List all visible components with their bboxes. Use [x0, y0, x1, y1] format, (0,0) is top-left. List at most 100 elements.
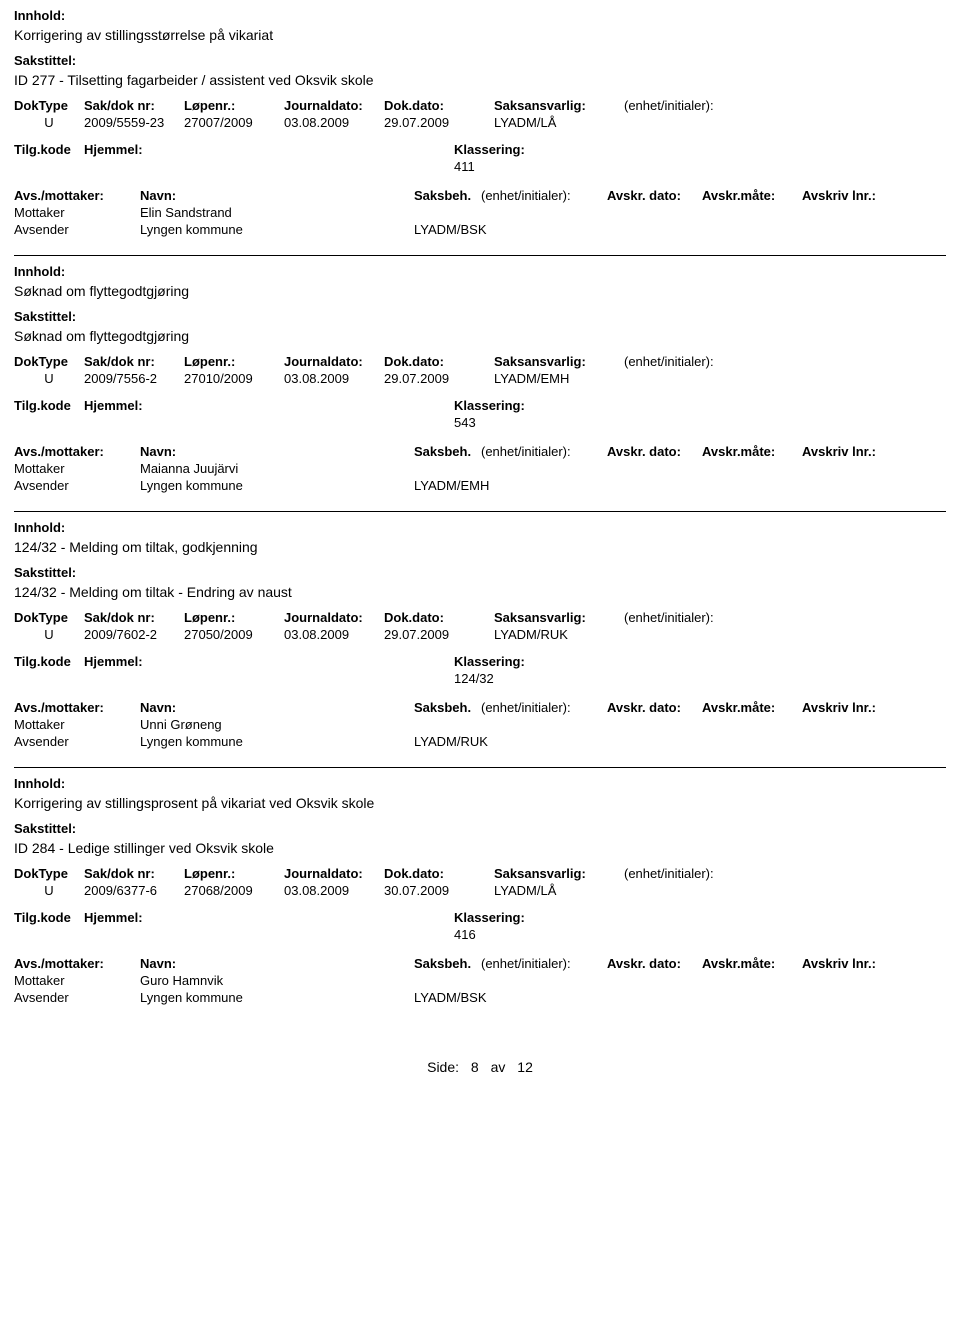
corr-navn: Lyngen kommune	[140, 478, 414, 493]
journaldato-label: Journaldato:	[284, 354, 384, 369]
klassering-label: Klassering:	[454, 910, 654, 925]
journaldato-label: Journaldato:	[284, 98, 384, 113]
sakdok-label: Sak/dok nr:	[84, 610, 184, 625]
doktype-value: U	[14, 371, 84, 386]
lopenr-label: Løpenr.:	[184, 354, 284, 369]
innhold-value: 124/32 - Melding om tiltak, godkjenning	[14, 539, 946, 555]
lopenr-label: Løpenr.:	[184, 866, 284, 881]
saksansvarlig-value: LYADM/LÅ	[494, 883, 624, 898]
sakdok-label: Sak/dok nr:	[84, 866, 184, 881]
saksansvarlig-label: Saksansvarlig:	[494, 354, 624, 369]
corr-role: Mottaker	[14, 461, 140, 476]
avskr-mate-label: Avskr.måte:	[702, 444, 802, 459]
klassering-value: 124/32	[454, 671, 654, 686]
enhet-init-value	[624, 883, 774, 898]
avskr-dato-label: Avskr. dato:	[607, 700, 702, 715]
meta-headers: DokTypeSak/dok nr:Løpenr.:Journaldato:Do…	[14, 98, 946, 113]
innhold-value: Søknad om flyttegodtgjøring	[14, 283, 946, 299]
klassering-value: 543	[454, 415, 654, 430]
hjemmel-value	[84, 671, 454, 686]
lopenr-value: 27010/2009	[184, 371, 284, 386]
doktype-label: DokType	[14, 354, 84, 369]
meta-headers: DokTypeSak/dok nr:Løpenr.:Journaldato:Do…	[14, 610, 946, 625]
dokdato-value: 29.07.2009	[384, 371, 494, 386]
doktype-value: U	[14, 115, 84, 130]
corr-saksbeh: LYADM/EMH	[414, 478, 614, 493]
klassering-label: Klassering:	[454, 654, 654, 669]
hjemmel-label: Hjemmel:	[84, 142, 454, 157]
record: Innhold:Korrigering av stillingsstørrels…	[14, 0, 946, 255]
navn-label: Navn:	[140, 444, 414, 459]
navn-label: Navn:	[140, 956, 414, 971]
corr-navn: Lyngen kommune	[140, 990, 414, 1005]
page-total: 12	[517, 1059, 533, 1075]
enhet-init-label: (enhet/initialer):	[624, 610, 774, 625]
hjemmel-label: Hjemmel:	[84, 654, 454, 669]
corr-row: MottakerElin Sandstrand	[14, 205, 946, 220]
saksbeh-label: Saksbeh.	[414, 444, 481, 459]
row2-headers: Tilg.kodeHjemmel:Klassering:	[14, 142, 946, 157]
doktype-label: DokType	[14, 866, 84, 881]
journaldato-value: 03.08.2009	[284, 883, 384, 898]
avskriv-lnr-label: Avskriv lnr.:	[802, 956, 902, 971]
doktype-value: U	[14, 627, 84, 642]
tilgkode-value	[14, 927, 84, 942]
hjemmel-value	[84, 415, 454, 430]
sakstittel-label: Sakstittel:	[14, 53, 946, 68]
klassering-value: 411	[454, 159, 654, 174]
corr-navn: Maianna Juujärvi	[140, 461, 414, 476]
enhet-init-label: (enhet/initialer):	[624, 354, 774, 369]
avskr-dato-label: Avskr. dato:	[607, 444, 702, 459]
record: Innhold:Korrigering av stillingsprosent …	[14, 768, 946, 1023]
sakdok-value: 2009/7556-2	[84, 371, 184, 386]
avskr-dato-label: Avskr. dato:	[607, 956, 702, 971]
sakstittel-value: Søknad om flyttegodtgjøring	[14, 328, 946, 344]
enhet-init-label: (enhet/initialer):	[624, 866, 774, 881]
corr-row: AvsenderLyngen kommuneLYADM/BSK	[14, 990, 946, 1005]
saksansvarlig-value: LYADM/LÅ	[494, 115, 624, 130]
hjemmel-label: Hjemmel:	[84, 910, 454, 925]
avs-mottaker-label: Avs./mottaker:	[14, 188, 140, 203]
enhet-init-label-2: (enhet/initialer):	[481, 444, 607, 459]
corr-navn: Unni Grøneng	[140, 717, 414, 732]
sakstittel-label: Sakstittel:	[14, 565, 946, 580]
saksansvarlig-value: LYADM/RUK	[494, 627, 624, 642]
doktype-label: DokType	[14, 610, 84, 625]
avs-mottaker-label: Avs./mottaker:	[14, 700, 140, 715]
saksansvarlig-label: Saksansvarlig:	[494, 98, 624, 113]
tilgkode-label: Tilg.kode	[14, 398, 84, 413]
row2-values: 416	[14, 927, 946, 942]
corr-saksbeh	[414, 461, 614, 476]
row2-values: 411	[14, 159, 946, 174]
corr-row: MottakerUnni Grøneng	[14, 717, 946, 732]
sakstittel-label: Sakstittel:	[14, 309, 946, 324]
enhet-init-value	[624, 371, 774, 386]
corr-saksbeh	[414, 717, 614, 732]
innhold-label: Innhold:	[14, 264, 946, 279]
row2-headers: Tilg.kodeHjemmel:Klassering:	[14, 910, 946, 925]
page-current: 8	[471, 1059, 479, 1075]
meta-values: U2009/7556-227010/200903.08.200929.07.20…	[14, 371, 946, 386]
corr-saksbeh: LYADM/BSK	[414, 990, 614, 1005]
doktype-label: DokType	[14, 98, 84, 113]
enhet-init-value	[624, 115, 774, 130]
lopenr-value: 27050/2009	[184, 627, 284, 642]
klassering-label: Klassering:	[454, 142, 654, 157]
tilgkode-value	[14, 415, 84, 430]
enhet-init-label-2: (enhet/initialer):	[481, 700, 607, 715]
enhet-init-label-2: (enhet/initialer):	[481, 188, 607, 203]
dokdato-value: 30.07.2009	[384, 883, 494, 898]
dokdato-label: Dok.dato:	[384, 98, 494, 113]
lopenr-label: Løpenr.:	[184, 98, 284, 113]
tilgkode-label: Tilg.kode	[14, 142, 84, 157]
hjemmel-label: Hjemmel:	[84, 398, 454, 413]
avskriv-lnr-label: Avskriv lnr.:	[802, 188, 902, 203]
corr-row: MottakerGuro Hamnvik	[14, 973, 946, 988]
meta-values: U2009/5559-2327007/200903.08.200929.07.2…	[14, 115, 946, 130]
saksansvarlig-label: Saksansvarlig:	[494, 866, 624, 881]
saksbeh-label: Saksbeh.	[414, 188, 481, 203]
hjemmel-value	[84, 927, 454, 942]
saksansvarlig-value: LYADM/EMH	[494, 371, 624, 386]
avskriv-lnr-label: Avskriv lnr.:	[802, 444, 902, 459]
innhold-label: Innhold:	[14, 776, 946, 791]
